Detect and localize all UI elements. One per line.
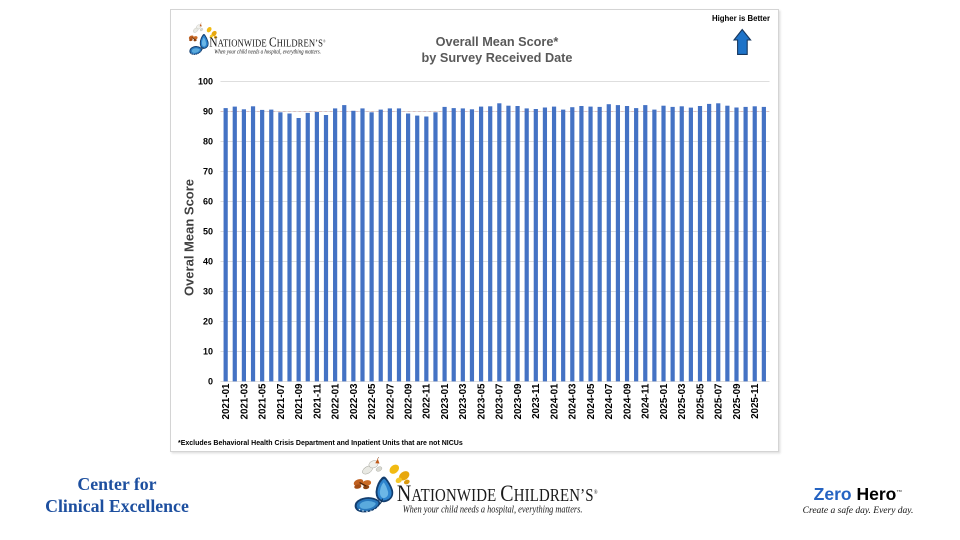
svg-text:2021-11: 2021-11 (312, 383, 323, 419)
svg-text:2022-03: 2022-03 (349, 383, 360, 420)
svg-text:2023-11: 2023-11 (531, 383, 542, 419)
svg-text:10: 10 (203, 347, 213, 357)
svg-text:2025-01: 2025-01 (659, 383, 670, 420)
svg-text:60: 60 (203, 197, 213, 207)
svg-text:2024-01: 2024-01 (549, 383, 560, 420)
svg-text:2021-09: 2021-09 (294, 383, 305, 420)
svg-text:2023-05: 2023-05 (476, 383, 487, 420)
svg-text:2022-07: 2022-07 (385, 383, 396, 420)
svg-text:0: 0 (208, 377, 213, 387)
svg-text:2024-11: 2024-11 (641, 383, 652, 419)
svg-text:2022-11: 2022-11 (422, 383, 433, 419)
svg-text:20: 20 (203, 317, 213, 327)
svg-text:2025-05: 2025-05 (695, 383, 706, 420)
svg-text:2024-09: 2024-09 (622, 383, 633, 420)
svg-text:2022-01: 2022-01 (331, 383, 342, 420)
svg-text:Overal Mean Score: Overal Mean Score (182, 179, 197, 296)
svg-text:100: 100 (198, 77, 213, 87)
svg-text:2025-11: 2025-11 (750, 383, 761, 419)
svg-text:50: 50 (203, 227, 213, 237)
svg-text:2022-09: 2022-09 (404, 383, 415, 420)
svg-text:90: 90 (203, 107, 213, 117)
svg-text:When your child needs a hospit: When your child needs a hospital, everyt… (214, 49, 321, 56)
svg-text:2022-05: 2022-05 (367, 383, 378, 420)
svg-text:2024-07: 2024-07 (604, 383, 615, 420)
svg-text:80: 80 (203, 137, 213, 147)
svg-text:2023-09: 2023-09 (513, 383, 524, 420)
svg-text:NATIONWIDE CHILDREN’S®: NATIONWIDE CHILDREN’S® (397, 480, 598, 506)
svg-text:NATIONWIDE CHILDREN’S®: NATIONWIDE CHILDREN’S® (209, 35, 326, 50)
svg-text:2021-07: 2021-07 (276, 383, 287, 420)
svg-text:2023-07: 2023-07 (495, 383, 506, 420)
svg-text:2024-05: 2024-05 (586, 383, 597, 420)
svg-text:70: 70 (203, 167, 213, 177)
svg-text:40: 40 (203, 257, 213, 267)
svg-text:2021-05: 2021-05 (258, 383, 269, 420)
svg-text:2023-03: 2023-03 (458, 383, 469, 420)
svg-text:2025-07: 2025-07 (714, 383, 725, 420)
svg-text:30: 30 (203, 287, 213, 297)
svg-text:2021-03: 2021-03 (239, 383, 250, 420)
svg-text:2025-03: 2025-03 (677, 383, 688, 420)
svg-text:2021-01: 2021-01 (221, 383, 232, 420)
svg-text:2025-09: 2025-09 (732, 383, 743, 420)
svg-text:When your child needs a hospit: When your child needs a hospital, everyt… (403, 505, 583, 516)
svg-text:2024-03: 2024-03 (568, 383, 579, 420)
svg-text:2023-01: 2023-01 (440, 383, 451, 420)
